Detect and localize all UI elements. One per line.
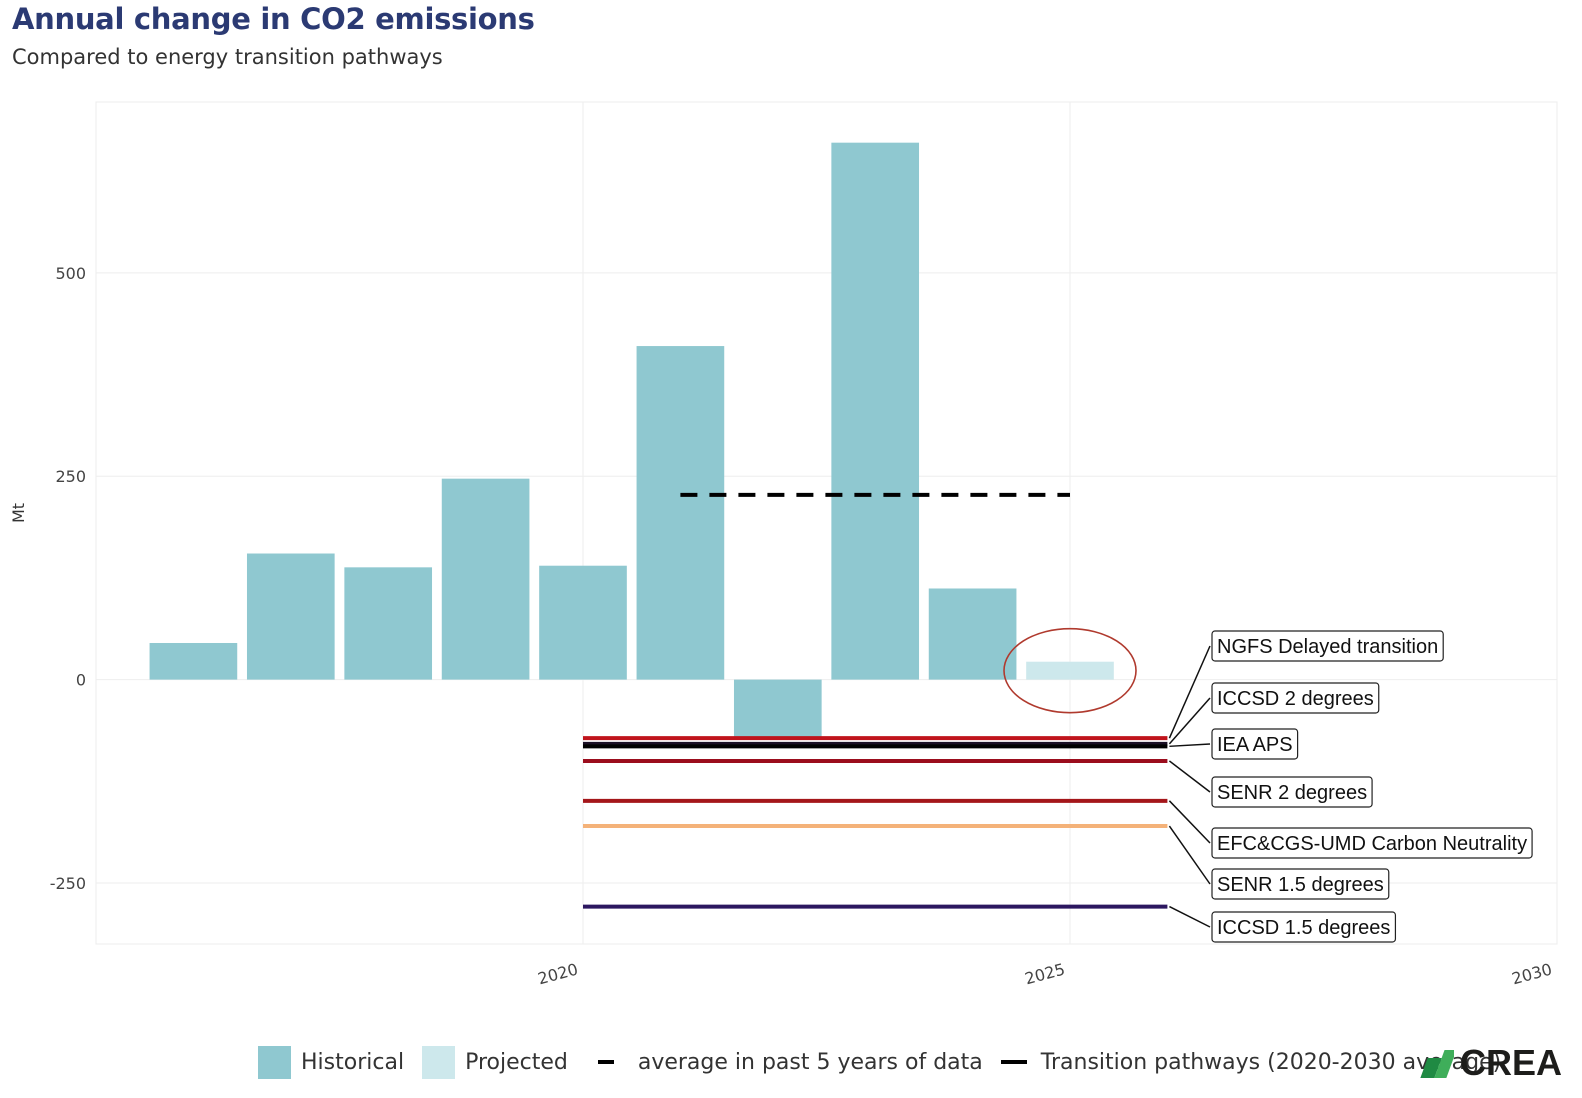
legend-projected-swatch bbox=[422, 1045, 456, 1079]
pathway-label-1: ICCSD 2 degrees bbox=[1217, 688, 1374, 710]
pathway-label-box-5 bbox=[1211, 868, 1390, 900]
bar-2018 bbox=[344, 567, 433, 680]
bar-2024 bbox=[928, 588, 1017, 680]
chart-title: Annual change in CO2 emissions bbox=[12, 2, 535, 36]
pathway-label-box-3 bbox=[1211, 776, 1373, 808]
pathway-leader-5 bbox=[1168, 825, 1211, 885]
pathway-label-box-6 bbox=[1211, 911, 1397, 943]
crea-logo-text: CREA bbox=[1460, 1042, 1563, 1083]
pathway-label-box-2 bbox=[1211, 728, 1299, 760]
bar-2016 bbox=[149, 642, 238, 680]
chart-subtitle: Compared to energy transition pathways bbox=[12, 45, 443, 69]
pathway-leader-2 bbox=[1169, 743, 1211, 748]
projection-highlight-circle bbox=[1003, 627, 1137, 714]
bar-2021 bbox=[636, 346, 725, 680]
pathway-leader-6 bbox=[1169, 905, 1211, 928]
crea-logo: CREA bbox=[1420, 1042, 1562, 1084]
pathway-leader-4 bbox=[1168, 800, 1211, 844]
legend-average: average in past 5 years of data bbox=[586, 1050, 983, 1075]
pathway-label-6: ICCSD 1.5 degrees bbox=[1217, 917, 1390, 939]
legend-pathways-line bbox=[1000, 1060, 1027, 1064]
y-tick-label: 500 bbox=[55, 264, 86, 283]
y-axis-label: Mt bbox=[9, 503, 28, 523]
crea-logo-icon bbox=[1420, 1050, 1454, 1078]
bar-2020 bbox=[539, 565, 627, 680]
legend-projected-label: Projected bbox=[465, 1049, 568, 1075]
legend: Historical Projected average in past 5 y… bbox=[258, 1044, 1519, 1080]
x-tick-label: 2025 bbox=[1023, 960, 1067, 989]
pathway-label-0: NGFS Delayed transition bbox=[1217, 636, 1438, 658]
legend-historical: Historical bbox=[258, 1045, 405, 1079]
x-tick-label: 2030 bbox=[1510, 960, 1554, 989]
pathway-label-box-4 bbox=[1211, 827, 1533, 859]
pathway-label-box-1 bbox=[1211, 682, 1380, 714]
y-tick-label: 250 bbox=[55, 467, 86, 486]
bar-2019 bbox=[441, 478, 530, 680]
chart-canvas: 500 250 0 -250 2020 2025 2030 Mt NGFS Delayed tr… bbox=[9, 101, 1558, 989]
pathway-label-2: IEA APS bbox=[1217, 734, 1293, 756]
pathway-label-5: SENR 1.5 degrees bbox=[1217, 874, 1384, 896]
bar-2022 bbox=[733, 679, 822, 737]
y-tick-label: -250 bbox=[50, 874, 86, 893]
x-tick-label: 2020 bbox=[536, 960, 580, 989]
pathway-label-3: SENR 2 degrees bbox=[1217, 782, 1367, 804]
pathway-leader-0 bbox=[1168, 645, 1211, 739]
pathway-leader-1 bbox=[1168, 697, 1211, 745]
legend-projected: Projected bbox=[422, 1045, 568, 1079]
legend-average-dash bbox=[597, 1060, 614, 1064]
legend-average-label: average in past 5 years of data bbox=[637, 1049, 983, 1075]
legend-historical-label: Historical bbox=[301, 1049, 405, 1075]
pathway-label-box-0 bbox=[1211, 630, 1444, 662]
bar-2025 bbox=[1026, 661, 1114, 680]
pathway-leader-3 bbox=[1168, 760, 1211, 793]
y-tick-label: 0 bbox=[76, 671, 86, 690]
plot-panel bbox=[95, 101, 1558, 945]
legend-historical-swatch bbox=[258, 1045, 291, 1079]
pathway-label-4: EFC&CGS-UMD Carbon Neutrality bbox=[1217, 833, 1527, 855]
bar-2023 bbox=[831, 142, 920, 680]
bar-2017 bbox=[246, 553, 335, 680]
